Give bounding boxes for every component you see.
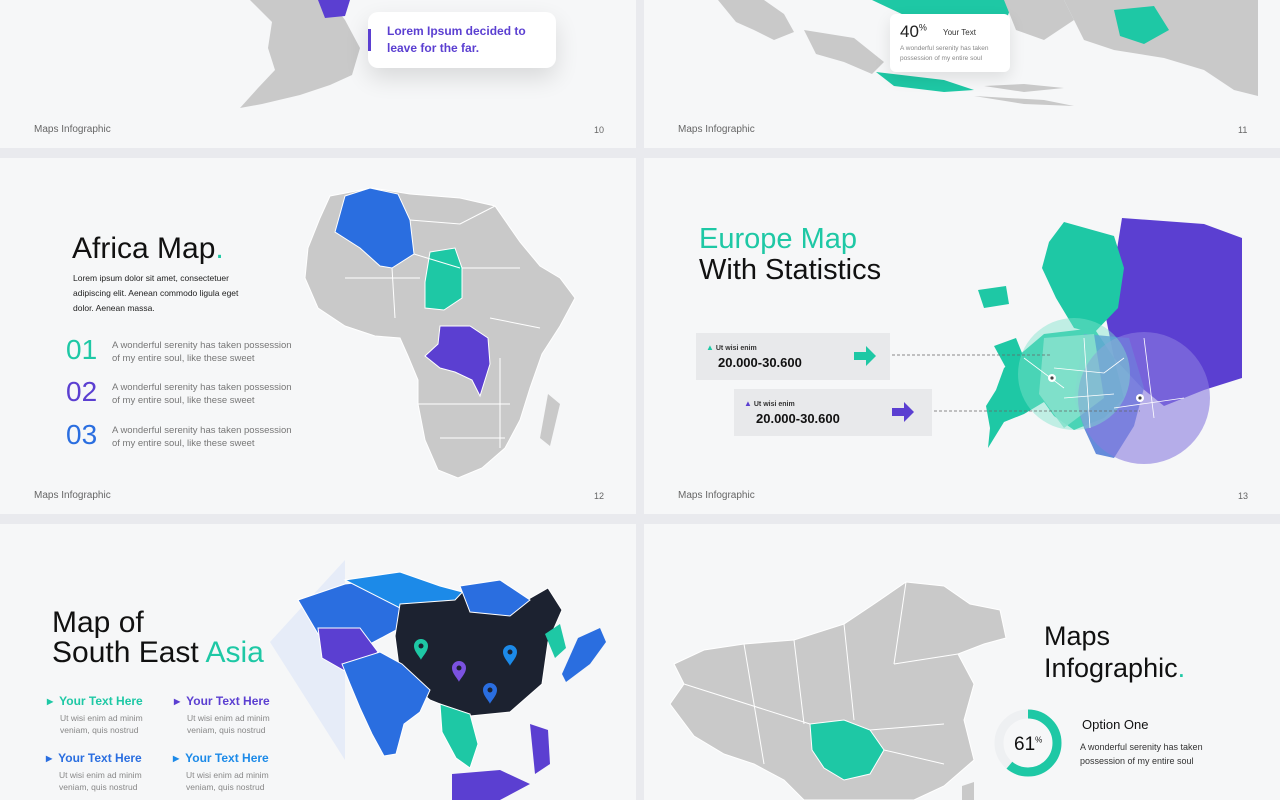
option-title: Option One [1082,717,1149,732]
footer-label: Maps Infographic [34,124,111,135]
list-item-02: 02 A wonderful serenity has taken posses… [66,378,292,407]
arrow-up-icon: ▲ [744,399,752,408]
stat-card-2[interactable]: ▲ Ut wisi enim 20.000-30.600 [734,389,932,436]
europe-map-partial [240,0,360,108]
bullet-arrow-icon: ▶ [173,753,180,763]
item-text: A wonderful serenity has taken possessio… [112,382,292,406]
page-title: Map of South East Asia [52,606,264,669]
gauge-value: 61% [1014,734,1043,755]
stat-callout: 40% Your Text A wonderful serenity has t… [890,14,1010,72]
page-title: Maps Infographic. [1044,621,1186,683]
stat-label: Ut wisi enim [715,345,757,352]
stat-card-1[interactable]: ▲ Ut wisi enim 20.000-30.600 [696,333,890,380]
map-pin-icon [503,645,517,666]
callout-accent-bar [368,29,371,51]
stat-percent-sign: % [918,22,927,33]
item-body: Ut wisi enim ad minim veniam, quis nostr… [186,770,269,792]
option-desc: A wonderful serenity has taken possessio… [1080,742,1203,766]
slide-number: 13 [1238,491,1249,501]
slide-14[interactable]: Map of South East Asia ▶ Your Text Here U… [0,524,636,800]
bullet-arrow-icon: ▶ [174,696,181,706]
map-pins-layer [414,639,517,704]
item-body: Ut wisi enim ad minim veniam, quis nostr… [187,713,270,735]
slide-number: 11 [1238,125,1248,135]
item-heading: Your Text Here [185,751,269,765]
slide-12[interactable]: Africa Map. Lorem ipsum dolor sit amet, … [0,158,636,514]
callout-card: Lorem Ipsum decided to leave for the far… [368,12,556,68]
stat-value: 20.000-30.600 [718,355,802,370]
arrow-up-icon: ▲ [706,343,714,352]
list-item-03: 03 A wonderful serenity has taken posses… [66,421,292,450]
item-heading: Your Text Here [58,751,142,765]
item-number: 01 [66,334,98,365]
stat-desc: A wonderful serenity has taken possessio… [900,45,989,62]
slide-number: 12 [594,491,605,501]
item-body: Ut wisi enim ad minim veniam, quis nostr… [59,770,142,792]
footer-label: Maps Infographic [678,124,755,135]
item-heading: Your Text Here [186,694,270,708]
item-heading: Your Text Here [59,694,143,708]
item-text: A wonderful serenity has taken possessio… [112,425,292,449]
map-pin-icon [483,683,497,704]
item-number: 03 [66,419,98,450]
stat-title: Your Text [943,28,976,37]
bullet-arrow-icon: ▶ [46,753,53,763]
slide-number: 10 [594,125,605,135]
list-item: ▶ Your Text Here Ut wisi enim ad minim ve… [173,751,293,793]
bullet-arrow-icon: ▶ [47,696,54,706]
asia-map [270,560,606,800]
intro-text: Lorem ipsum dolor sit amet, consectetuer… [73,273,239,313]
page-title: Europe Map With Statistics [699,223,882,286]
list-item: ▶ Your Text Here Ut wisi enim ad minim ve… [47,694,167,736]
slide-13[interactable]: Europe Map With Statistics ▲ Ut wisi eni… [644,158,1280,514]
slide-15[interactable]: Maps Infographic. 61% Option One A wonde… [644,524,1280,800]
arrow-right-icon [892,402,914,422]
slide-11[interactable]: 40% Your Text A wonderful serenity has t… [644,0,1280,148]
stat-value: 20.000-30.600 [756,411,840,426]
arrow-right-icon [854,346,876,366]
africa-map [304,187,576,479]
stat-label: Ut wisi enim [753,401,795,408]
footer-label: Maps Infographic [34,490,111,501]
china-map [669,581,1007,800]
map-pin-icon [414,639,428,660]
europe-map [892,218,1242,464]
slide-10[interactable]: Lorem Ipsum decided to leave for the far… [0,0,636,148]
list-item-01: 01 A wonderful serenity has taken posses… [66,336,292,365]
map-pin-icon [452,661,466,682]
item-number: 02 [66,376,98,407]
callout-text: Lorem Ipsum decided to leave for the far… [387,24,526,55]
percent-gauge [994,709,1062,777]
page-title: Africa Map. [72,232,224,265]
footer-label: Maps Infographic [678,490,755,501]
item-body: Ut wisi enim ad minim veniam, quis nostr… [60,713,143,735]
list-item: ▶ Your Text Here Ut wisi enim ad minim ve… [174,694,294,736]
list-item: ▶ Your Text Here Ut wisi enim ad minim ve… [46,751,166,793]
stat-percent: 40 [900,22,919,41]
item-text: A wonderful serenity has taken possessio… [112,340,292,364]
